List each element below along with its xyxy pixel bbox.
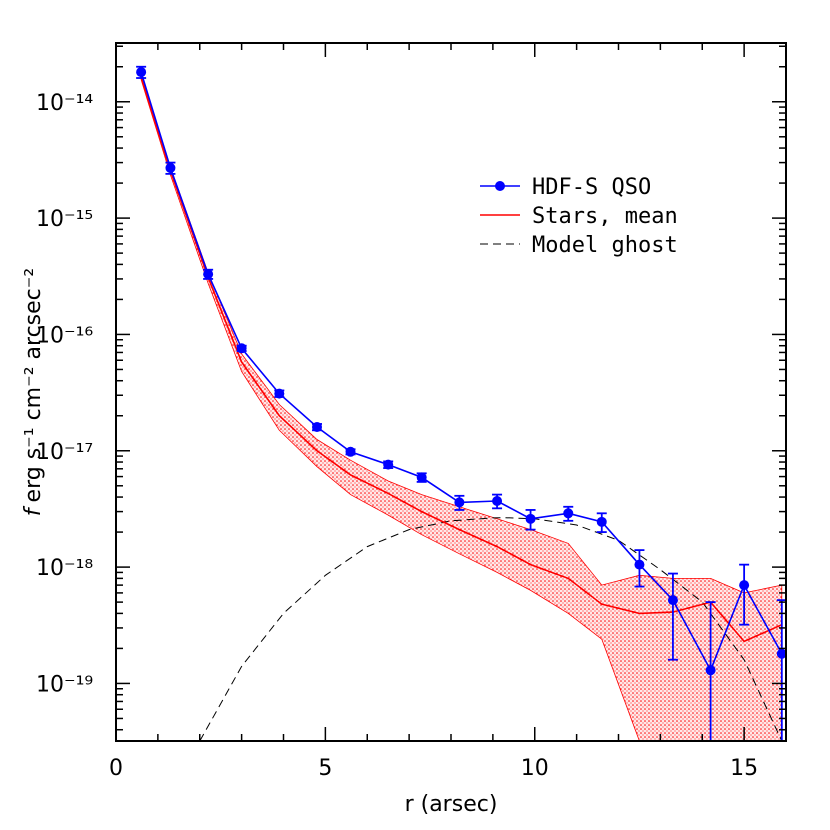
y-tick-label: 10⁻¹⁶ (36, 323, 93, 348)
y-axis-label-rest: erg s⁻¹ cm⁻² arcsec⁻² (21, 268, 46, 503)
qso-point (667, 595, 678, 606)
y-tick-label: 10⁻¹⁹ (36, 672, 93, 697)
legend-ghost-label: Model ghost (532, 233, 678, 258)
qso-point (596, 516, 607, 527)
x-tick-label: 5 (318, 756, 332, 781)
qso-point (203, 269, 214, 280)
qso-point (236, 343, 247, 354)
qso-point (492, 495, 503, 506)
legend-qso-label: HDF-S QSO (532, 175, 651, 200)
qso-point (165, 162, 176, 173)
y-tick-label: 10⁻¹⁸ (36, 556, 93, 581)
x-tick-label: 0 (109, 756, 123, 781)
qso-point (634, 559, 645, 570)
x-tick-label: 10 (521, 756, 549, 781)
y-tick-label: 10⁻¹⁴ (36, 91, 93, 116)
qso-point (705, 665, 716, 676)
qso-point (525, 513, 536, 524)
y-axis-label-f: f (21, 505, 46, 516)
qso-point (274, 388, 285, 399)
model-ghost-line (199, 517, 783, 741)
qso-point (136, 67, 147, 78)
y-axis-label: f erg s⁻¹ cm⁻² arcsec⁻² (21, 268, 46, 516)
qso-point (345, 446, 356, 457)
x-tick-label: 15 (730, 756, 758, 781)
qso-point (776, 648, 786, 659)
axis-ticks: 0 5 10 15 10⁻¹⁴ 10⁻¹⁵ 10⁻¹⁶ 10⁻¹⁷ 10⁻¹⁸ 10⁻¹⁹ (36, 43, 787, 781)
legend: HDF-S QSO Stars, mean Model ghost (480, 175, 678, 258)
qso-point (416, 472, 427, 483)
y-tick-label: 10⁻¹⁷ (36, 440, 93, 465)
stars-scatter-band (140, 73, 783, 741)
legend-stars-label: Stars, mean (532, 204, 678, 229)
plot-area (136, 65, 786, 741)
qso-point (312, 422, 322, 433)
y-tick-label: 10⁻¹⁵ (36, 207, 93, 232)
qso-point (739, 580, 750, 591)
qso-point (454, 497, 465, 508)
qso-point (563, 508, 574, 519)
x-axis-label: r (arsec) (405, 792, 498, 817)
legend-qso-marker (495, 181, 505, 191)
qso-point (383, 459, 394, 470)
